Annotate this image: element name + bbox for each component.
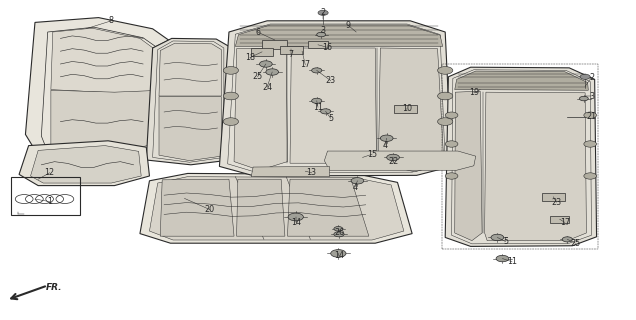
Text: 24: 24 bbox=[262, 83, 272, 92]
Text: 15: 15 bbox=[367, 150, 377, 159]
Polygon shape bbox=[51, 90, 154, 153]
Polygon shape bbox=[219, 21, 452, 176]
Text: 19: 19 bbox=[469, 88, 479, 97]
Circle shape bbox=[331, 250, 346, 257]
Polygon shape bbox=[445, 67, 597, 246]
Circle shape bbox=[334, 232, 344, 237]
Text: 1: 1 bbox=[47, 197, 52, 206]
Circle shape bbox=[334, 227, 343, 231]
Circle shape bbox=[445, 112, 458, 118]
Text: 23: 23 bbox=[551, 198, 562, 207]
Text: 2: 2 bbox=[589, 73, 594, 82]
Text: 22: 22 bbox=[388, 157, 398, 166]
Circle shape bbox=[438, 118, 453, 125]
Polygon shape bbox=[31, 146, 141, 183]
Text: 21: 21 bbox=[586, 112, 597, 121]
Text: 5: 5 bbox=[328, 114, 333, 123]
Circle shape bbox=[584, 173, 597, 179]
Text: 17: 17 bbox=[300, 60, 310, 69]
Polygon shape bbox=[308, 42, 328, 48]
Circle shape bbox=[445, 141, 458, 147]
Polygon shape bbox=[280, 45, 303, 54]
Text: 26: 26 bbox=[334, 228, 344, 237]
Polygon shape bbox=[485, 92, 586, 241]
Circle shape bbox=[584, 141, 597, 147]
Circle shape bbox=[312, 68, 322, 73]
Circle shape bbox=[223, 92, 238, 100]
Circle shape bbox=[223, 67, 238, 74]
Text: 16: 16 bbox=[322, 43, 333, 52]
Circle shape bbox=[438, 67, 453, 74]
Polygon shape bbox=[290, 48, 377, 163]
Text: FR.: FR. bbox=[46, 284, 62, 292]
Text: 3: 3 bbox=[321, 26, 326, 35]
Text: 18: 18 bbox=[245, 53, 255, 62]
Polygon shape bbox=[159, 43, 221, 96]
Text: 14: 14 bbox=[334, 252, 344, 260]
Polygon shape bbox=[287, 179, 369, 236]
Polygon shape bbox=[140, 173, 412, 243]
Circle shape bbox=[312, 98, 322, 103]
Text: 10: 10 bbox=[402, 104, 412, 113]
Circle shape bbox=[445, 173, 458, 179]
Text: 8: 8 bbox=[109, 16, 114, 25]
Circle shape bbox=[266, 69, 279, 75]
Circle shape bbox=[579, 96, 588, 101]
Text: 7: 7 bbox=[289, 50, 294, 59]
Text: 4: 4 bbox=[382, 141, 387, 150]
Polygon shape bbox=[146, 38, 230, 165]
Polygon shape bbox=[25, 18, 169, 158]
Circle shape bbox=[288, 213, 303, 221]
Circle shape bbox=[580, 74, 590, 79]
Polygon shape bbox=[542, 193, 565, 201]
Circle shape bbox=[321, 109, 331, 114]
Text: 6: 6 bbox=[255, 28, 260, 36]
Circle shape bbox=[380, 135, 393, 141]
Circle shape bbox=[438, 92, 453, 100]
Polygon shape bbox=[160, 179, 234, 236]
Polygon shape bbox=[235, 25, 443, 46]
Polygon shape bbox=[550, 216, 569, 223]
Text: 14: 14 bbox=[291, 218, 301, 227]
Text: 25: 25 bbox=[570, 239, 581, 248]
Circle shape bbox=[496, 255, 509, 262]
Text: 23: 23 bbox=[326, 76, 336, 85]
Text: 20: 20 bbox=[205, 205, 215, 214]
Text: 25: 25 bbox=[252, 72, 263, 81]
Text: 2: 2 bbox=[321, 8, 326, 17]
Text: 13: 13 bbox=[307, 168, 317, 177]
Polygon shape bbox=[455, 91, 482, 241]
Polygon shape bbox=[324, 151, 476, 170]
Circle shape bbox=[562, 237, 572, 242]
Circle shape bbox=[259, 61, 272, 67]
Polygon shape bbox=[251, 166, 329, 177]
Circle shape bbox=[491, 234, 504, 241]
Text: 3: 3 bbox=[589, 92, 594, 100]
Text: 11: 11 bbox=[313, 103, 323, 112]
Polygon shape bbox=[234, 48, 287, 170]
Circle shape bbox=[317, 32, 326, 37]
Polygon shape bbox=[262, 40, 287, 49]
Text: 12: 12 bbox=[45, 168, 55, 177]
Text: 17: 17 bbox=[560, 218, 570, 227]
Polygon shape bbox=[455, 71, 588, 90]
Polygon shape bbox=[237, 179, 285, 236]
Circle shape bbox=[387, 154, 399, 161]
Text: 4: 4 bbox=[352, 183, 357, 192]
Circle shape bbox=[584, 112, 597, 118]
Circle shape bbox=[318, 10, 328, 15]
Circle shape bbox=[351, 178, 364, 184]
Polygon shape bbox=[19, 141, 149, 186]
Text: 9: 9 bbox=[346, 21, 351, 30]
Text: 11: 11 bbox=[507, 257, 517, 266]
Polygon shape bbox=[251, 48, 273, 56]
Polygon shape bbox=[378, 48, 444, 172]
Polygon shape bbox=[394, 105, 417, 113]
Polygon shape bbox=[51, 28, 154, 93]
Circle shape bbox=[223, 118, 238, 125]
Text: 5: 5 bbox=[503, 237, 508, 246]
Polygon shape bbox=[159, 97, 221, 161]
Polygon shape bbox=[149, 177, 404, 240]
Polygon shape bbox=[153, 40, 169, 149]
